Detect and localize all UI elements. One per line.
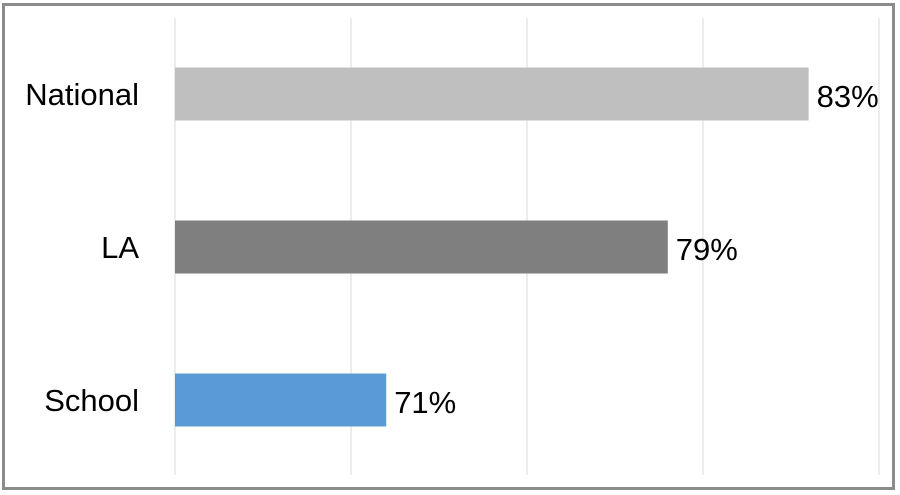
bar-national bbox=[175, 67, 809, 121]
labels: National 83% LA 79% School 71% bbox=[25, 77, 878, 420]
bar-school bbox=[175, 373, 387, 427]
value-label-national: 83% bbox=[817, 79, 879, 114]
bars bbox=[175, 67, 809, 427]
value-label-school: 71% bbox=[394, 385, 456, 420]
bar-la bbox=[175, 220, 668, 274]
category-label-national: National bbox=[25, 77, 139, 112]
value-label-la: 79% bbox=[676, 232, 738, 267]
category-label-school: School bbox=[44, 383, 139, 418]
category-label-la: LA bbox=[101, 230, 139, 265]
